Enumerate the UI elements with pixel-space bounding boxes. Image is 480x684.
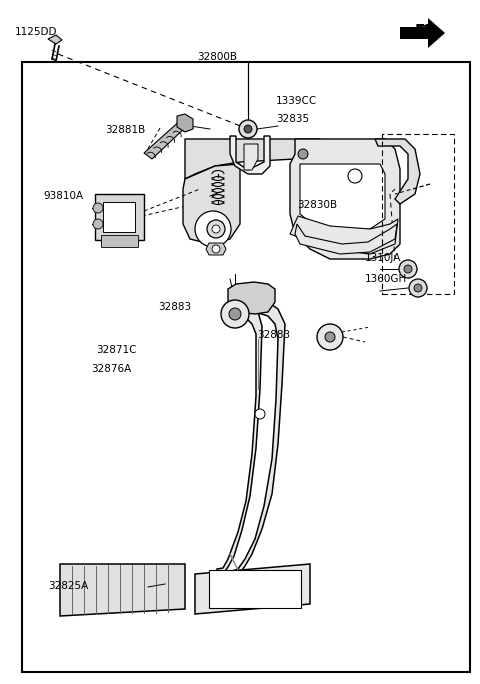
Circle shape: [298, 149, 308, 159]
FancyBboxPatch shape: [95, 194, 144, 240]
Polygon shape: [183, 164, 240, 244]
Polygon shape: [375, 139, 420, 204]
Circle shape: [255, 409, 265, 419]
Polygon shape: [400, 18, 445, 48]
Polygon shape: [177, 114, 193, 132]
Circle shape: [399, 260, 417, 278]
Polygon shape: [60, 564, 185, 616]
Text: 32876A: 32876A: [91, 364, 132, 373]
Polygon shape: [244, 144, 258, 170]
Polygon shape: [228, 282, 275, 314]
FancyBboxPatch shape: [209, 570, 301, 608]
Circle shape: [207, 220, 225, 238]
Text: 1310JA: 1310JA: [365, 253, 401, 263]
Circle shape: [244, 125, 252, 133]
Circle shape: [414, 284, 422, 292]
Polygon shape: [206, 243, 226, 255]
Text: FR.: FR.: [415, 23, 443, 38]
Polygon shape: [290, 139, 400, 259]
Text: 32883: 32883: [158, 302, 192, 312]
Text: FR.: FR.: [418, 24, 444, 38]
Circle shape: [93, 203, 103, 213]
Bar: [382, 134, 454, 294]
Circle shape: [409, 279, 427, 297]
Circle shape: [317, 324, 343, 350]
Polygon shape: [295, 224, 397, 254]
Circle shape: [221, 300, 249, 328]
Text: 1125DD: 1125DD: [14, 27, 57, 37]
Circle shape: [93, 219, 103, 229]
FancyBboxPatch shape: [101, 235, 138, 247]
Text: 32800B: 32800B: [197, 53, 237, 62]
Text: 32871C: 32871C: [96, 345, 136, 355]
Circle shape: [404, 265, 412, 273]
Polygon shape: [195, 564, 310, 614]
Polygon shape: [300, 164, 385, 232]
Text: 93810A: 93810A: [43, 192, 84, 201]
Text: 32830B: 32830B: [298, 200, 338, 210]
Circle shape: [212, 225, 220, 233]
Circle shape: [212, 245, 220, 253]
Text: 1360GH: 1360GH: [365, 274, 407, 284]
Text: 32825A: 32825A: [48, 581, 88, 591]
Circle shape: [229, 308, 241, 320]
Polygon shape: [185, 139, 320, 179]
FancyBboxPatch shape: [103, 202, 135, 232]
Text: 32881B: 32881B: [106, 125, 146, 135]
Circle shape: [348, 169, 362, 183]
Bar: [22, 62, 470, 672]
Polygon shape: [144, 119, 188, 159]
Polygon shape: [217, 299, 285, 579]
Text: 32835: 32835: [276, 114, 309, 124]
Polygon shape: [48, 35, 62, 44]
Polygon shape: [230, 136, 270, 174]
Circle shape: [325, 332, 335, 342]
Circle shape: [239, 120, 257, 138]
Text: 1339CC: 1339CC: [276, 96, 317, 105]
Text: 32883: 32883: [257, 330, 290, 340]
Polygon shape: [290, 216, 398, 254]
Circle shape: [195, 211, 231, 247]
